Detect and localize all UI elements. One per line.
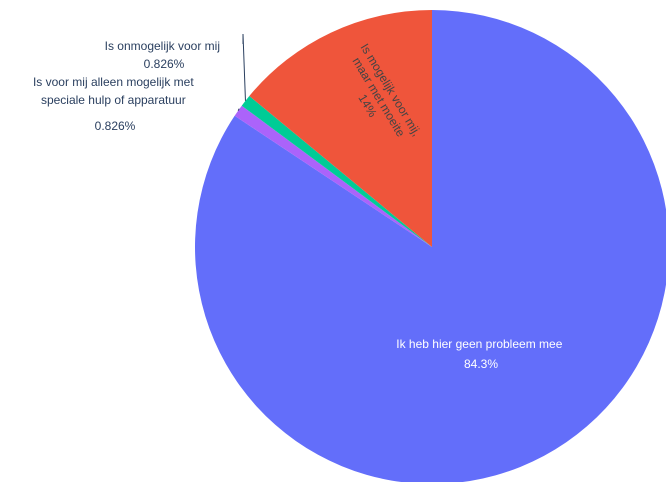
pie-slices — [195, 10, 666, 482]
slice-label-ik-heb-hier-geen-probleem-mee: Ik heb hier geen probleem mee 84.3% — [396, 337, 565, 371]
slice-label-line: Is onmogelijk voor mij — [105, 39, 220, 53]
slice-label-line: speciale hulp of apparatuur — [41, 93, 186, 107]
pie-slice-ik-heb-hier-geen-probleem-mee[interactable] — [195, 10, 666, 482]
slice-percent: 0.826% — [95, 119, 136, 133]
slice-label-is-voor-mij-alleen-mogelijk: Is voor mij alleen mogelijk met speciale… — [33, 75, 197, 133]
slice-percent: 84.3% — [464, 357, 498, 371]
slice-label-line: Is voor mij alleen mogelijk met — [33, 75, 194, 89]
pie-slice-is-onmogelijk-voor-mij[interactable] — [241, 96, 432, 248]
slice-percent: 0.826% — [144, 57, 185, 71]
leader-line-is-onmogelijk — [242, 33, 246, 101]
pie-slice-mogelijk-met-moeite[interactable] — [249, 10, 432, 247]
pie-slice-alleen-mogelijk-met-hulp[interactable] — [234, 105, 432, 247]
slice-label-line: Ik heb hier geen probleem mee — [396, 337, 562, 351]
leader-lines — [237, 33, 246, 111]
slice-label-is-onmogelijk-voor-mij: Is onmogelijk voor mij 0.826% — [105, 39, 224, 71]
leader-line-alleen-mogelijk — [237, 108, 240, 111]
